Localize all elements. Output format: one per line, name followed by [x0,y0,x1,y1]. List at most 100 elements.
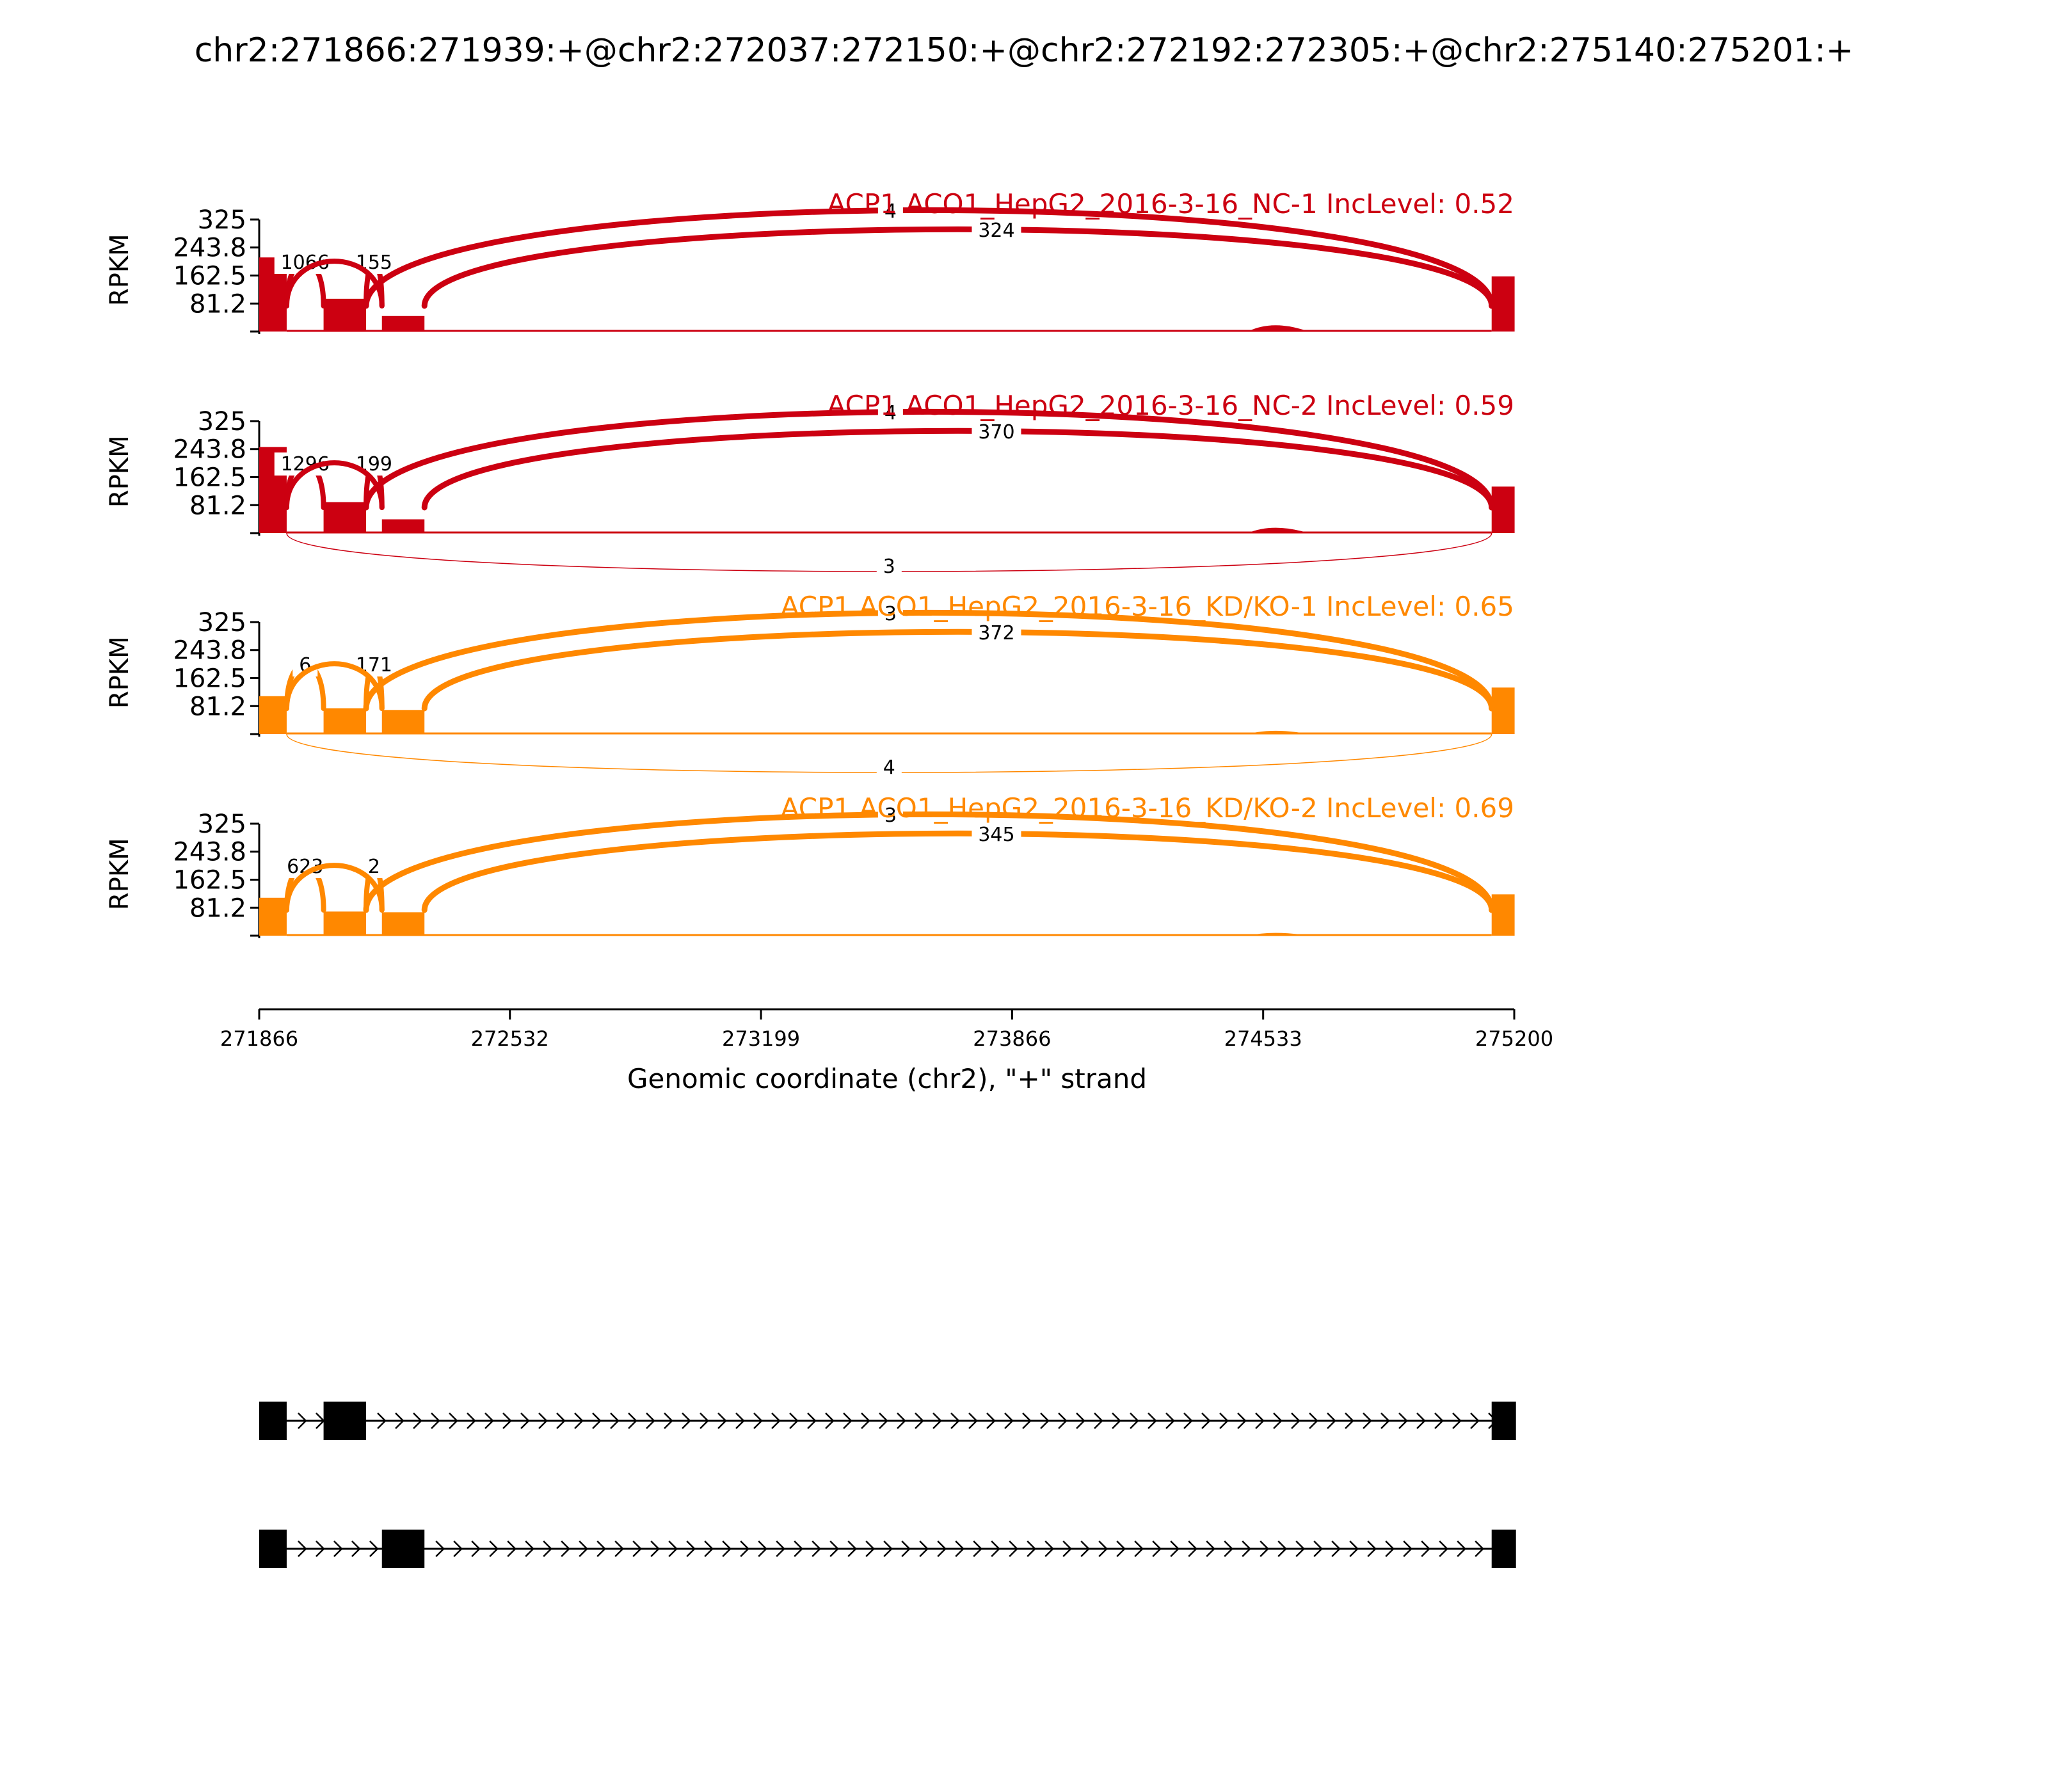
junction-arc [363,207,1495,309]
strand-arrow [431,1412,440,1429]
strand-arrow [467,1412,476,1429]
strand-arrow [543,1540,552,1557]
strand-arrow [556,1412,566,1429]
exon-block [259,1530,287,1568]
strand-arrow [668,1540,678,1557]
exon-block [259,1402,287,1440]
exon-block [1491,1530,1516,1568]
junction-label-bg [877,200,903,223]
strand-arrow [901,1540,911,1557]
junction-count-label: 3 [884,804,897,827]
coverage-bar [259,897,287,936]
strand-arrow [807,1412,817,1429]
junction-count-label: 372 [978,622,1014,644]
strand-arrow [333,1540,343,1557]
strand-arrow [700,1412,709,1429]
strand-arrow [395,1412,404,1429]
y-tick-label: 162.5 [173,262,246,291]
strand-arrow [435,1540,445,1557]
strand-arrow [1152,1540,1162,1557]
junction-count-label: 3 [884,603,897,625]
junction-arc [421,428,1495,511]
x-axis: 271866 272532 273199 273866 274533 275200 [220,1008,1553,1051]
junction-count-label: 4 [884,402,897,424]
strand-arrow [1219,1412,1229,1429]
y-tick-label: 243.8 [173,234,246,263]
strand-arrow [812,1540,821,1557]
y-axis-label: RPKM [105,838,134,910]
strand-arrow [316,1540,325,1557]
strand-arrow [592,1412,602,1429]
strand-arrow [897,1412,906,1429]
strand-arrow [1273,1412,1283,1429]
strand-arrow [735,1412,745,1429]
strand-arrow [1421,1540,1430,1557]
strand-arrow [1009,1540,1018,1557]
strand-arrow [1475,1540,1484,1557]
coverage-bar [1491,276,1515,332]
strand-arrow [950,1412,960,1429]
y-axis-label: RPKM [105,234,134,306]
strand-arrow [502,1412,512,1429]
strand-arrow [861,1412,870,1429]
strand-arrow [369,1540,379,1557]
strand-arrow [717,1412,727,1429]
strand-arrow [1416,1412,1426,1429]
strand-arrow [1470,1412,1480,1429]
strand-arrow [1255,1412,1265,1429]
sample-label: ACP1 ACO1_HepG2_2016-3-16_NC-1 IncLevel:… [828,188,1514,220]
strand-arrow [1116,1540,1126,1557]
isoform [259,1402,1516,1440]
strand-arrow [351,1540,361,1557]
strand-arrow [1291,1412,1300,1429]
x-tick-label: 271866 [220,1027,298,1051]
y-tick-label: 325 [198,608,246,637]
junction-count-label: 370 [978,421,1014,444]
strand-arrow [1349,1540,1359,1557]
strand-arrow [596,1540,606,1557]
junction-arc [421,226,1495,309]
strand-arrow [579,1540,588,1557]
strand-arrow [1062,1540,1072,1557]
y-tick-label: 325 [198,407,246,436]
strand-arrow [1327,1412,1336,1429]
coverage-bar [323,298,367,332]
junction-count-label: 324 [978,220,1014,242]
strand-arrow [1004,1412,1014,1429]
junction-arc [363,609,1495,712]
strand-arrow [682,1412,691,1429]
coverage-bar [381,519,425,533]
strand-arrow [1040,1412,1050,1429]
strand-arrow [722,1540,732,1557]
y-tick-label: 243.8 [173,838,246,867]
strand-arrow [865,1540,875,1557]
strand-arrow [1434,1412,1444,1429]
strand-arrow [489,1540,499,1557]
strand-arrow [1148,1412,1157,1429]
strand-arrow [646,1412,655,1429]
strand-arrow [753,1412,763,1429]
strand-arrow [1380,1412,1390,1429]
strand-arrow [740,1540,749,1557]
strand-arrow [1188,1540,1197,1557]
strand-arrow [758,1540,767,1557]
junction-label-bg [972,823,1021,846]
coverage-bar [323,502,367,533]
x-axis-label: Genomic coordinate (chr2), "+" strand [627,1063,1147,1094]
junction-count-label: 4 [883,756,895,779]
sample-label: ACP1 ACO1_HepG2_2016-3-16_NC-2 IncLevel:… [828,390,1514,421]
strand-arrow [377,1412,387,1429]
strand-arrow [1403,1540,1412,1557]
x-tick-label: 274533 [1224,1027,1302,1051]
strand-arrow [538,1412,548,1429]
strand-arrow [1457,1540,1466,1557]
strand-arrow [1260,1540,1269,1557]
strand-arrow [561,1540,570,1557]
strand-arrow [471,1540,481,1557]
coverage-bar [381,316,425,332]
junction-label-bg [876,555,902,578]
strand-arrow [650,1540,660,1557]
